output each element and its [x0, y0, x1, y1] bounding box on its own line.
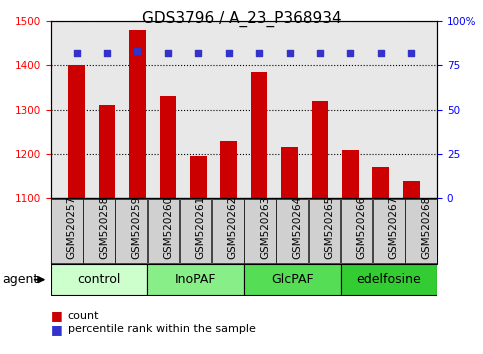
Text: GSM520257: GSM520257: [67, 196, 77, 259]
Bar: [115, 199, 147, 263]
Bar: [251, 72, 268, 198]
Point: [377, 50, 384, 56]
Text: GSM520261: GSM520261: [196, 196, 206, 259]
Bar: [83, 199, 115, 263]
Text: ■: ■: [51, 309, 62, 322]
Text: edelfosine: edelfosine: [356, 273, 421, 286]
Text: control: control: [77, 273, 121, 286]
Point: [195, 50, 202, 56]
Bar: [51, 264, 147, 295]
Point: [255, 50, 263, 56]
Point: [164, 50, 172, 56]
Bar: [180, 199, 212, 263]
Bar: [51, 199, 83, 263]
Point: [103, 50, 111, 56]
Text: percentile rank within the sample: percentile rank within the sample: [68, 324, 256, 334]
Text: GSM520267: GSM520267: [389, 196, 399, 259]
Point: [346, 50, 354, 56]
Bar: [244, 264, 341, 295]
Point: [407, 50, 415, 56]
Bar: [405, 199, 437, 263]
Bar: [147, 264, 244, 295]
Text: GSM520263: GSM520263: [260, 196, 270, 259]
Bar: [312, 101, 328, 198]
Text: GSM520258: GSM520258: [99, 196, 109, 259]
Text: GlcPAF: GlcPAF: [271, 273, 313, 286]
Text: GSM520264: GSM520264: [292, 196, 302, 259]
Text: GSM520266: GSM520266: [356, 196, 367, 259]
Bar: [342, 149, 359, 198]
Point: [73, 50, 81, 56]
Point: [285, 50, 293, 56]
Text: GSM520260: GSM520260: [163, 196, 173, 259]
Bar: [341, 264, 437, 295]
Bar: [244, 199, 276, 263]
Bar: [99, 105, 115, 198]
Bar: [309, 199, 340, 263]
Bar: [403, 181, 420, 198]
Bar: [341, 199, 372, 263]
Bar: [129, 30, 146, 198]
Text: GSM520259: GSM520259: [131, 196, 141, 259]
Bar: [281, 147, 298, 198]
Text: count: count: [68, 311, 99, 321]
Text: GSM520262: GSM520262: [228, 196, 238, 259]
Point: [134, 48, 142, 54]
Text: GSM520265: GSM520265: [325, 196, 334, 259]
Bar: [373, 199, 405, 263]
Text: GSM520268: GSM520268: [421, 196, 431, 259]
Bar: [190, 156, 207, 198]
Bar: [148, 199, 179, 263]
Bar: [372, 167, 389, 198]
Bar: [220, 141, 237, 198]
Text: agent: agent: [2, 273, 39, 286]
Bar: [276, 199, 308, 263]
Point: [225, 50, 233, 56]
Text: GDS3796 / A_23_P368934: GDS3796 / A_23_P368934: [142, 11, 341, 27]
Text: InoPAF: InoPAF: [175, 273, 216, 286]
Bar: [159, 97, 176, 198]
Point: [316, 50, 324, 56]
Bar: [68, 65, 85, 198]
Bar: [212, 199, 243, 263]
Text: ■: ■: [51, 323, 62, 336]
